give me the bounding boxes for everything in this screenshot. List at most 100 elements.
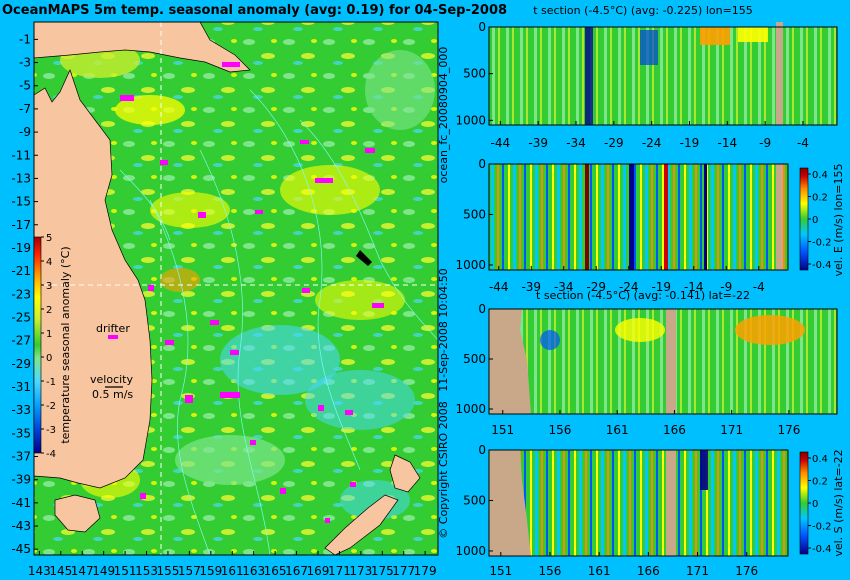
map-lat-tick-label: -35 [11, 426, 31, 440]
figure-title: OceanMAPS 5m temp. seasonal anomaly (avg… [2, 3, 507, 18]
section-4-colorbar [799, 451, 809, 555]
section-x-tick-label: 176 [777, 423, 800, 437]
map-lat-tick-label: -45 [11, 542, 31, 556]
map-lat-tick-label: -31 [11, 380, 31, 394]
section-x-tick-label: 151 [489, 564, 512, 578]
vel-colorbar-tick-label: -0.2 [812, 238, 832, 249]
map-lat-tick-label: -19 [11, 241, 31, 255]
anomaly-colorbar-tick-label: 5 [46, 233, 52, 244]
section-panel-4: 151 156 161 166 171 176 0 500 1000 0.4 0.2 0 -0.2 -0… [455, 443, 845, 578]
section-x-tick-label: -19 [680, 136, 700, 150]
map-lat-tick-label: -43 [11, 519, 31, 533]
bathymetry-contours [119, 89, 439, 556]
map-lon-tick-label: 157 [178, 564, 201, 578]
vel-colorbar-tick-label: -0.2 [812, 522, 832, 533]
section-x-tick-label: -29 [604, 136, 624, 150]
section-panel-1: t section (-4.5°C) (avg: -0.225) lon=155… [455, 4, 838, 150]
map-lat-tick-label: -17 [11, 218, 31, 232]
section-2-frame [488, 163, 789, 271]
section-x-tick-label: 161 [588, 564, 611, 578]
anomaly-colorbar: 5 4 3 2 1 0 -1 -2 -3 -4 temperature seasonal anom… [33, 233, 72, 460]
anomaly-colorbar-ticks: 5 4 3 2 1 0 -1 -2 -3 -4 [41, 233, 56, 460]
anomaly-colorbar-gradient [33, 236, 42, 454]
map-lat-tick-label: -13 [11, 171, 31, 185]
map-lon-tick-label: 151 [114, 564, 137, 578]
map-lon-tick-label: 147 [71, 564, 94, 578]
section-x-tick-label: -9 [720, 280, 732, 294]
map-lat-tick-label: -41 [11, 496, 31, 510]
anomaly-colorbar-label: temperature seasonal anomaly (°C) [59, 246, 72, 443]
section-x-tick-label: 166 [663, 423, 686, 437]
velocity-legend-label: velocity [90, 373, 133, 386]
map-lon-tick-label: 173 [349, 564, 372, 578]
velocity-legend-value: 0.5 m/s [92, 388, 133, 401]
section-depth-tick-label: 1000 [455, 402, 486, 416]
section-x-tick-label: -14 [717, 136, 737, 150]
map-lat-tick-label: -25 [11, 310, 31, 324]
section-x-tick-label: -29 [586, 280, 606, 294]
section-x-tick-label: -44 [491, 136, 511, 150]
map-lon-axis: 1431451471491511531551571591611631651671… [28, 551, 437, 578]
section-x-tick-label: -39 [528, 136, 548, 150]
section-x-tick-label: 151 [491, 423, 514, 437]
section-x-tick-label: 176 [735, 564, 758, 578]
section-depth-tick-label: 500 [463, 493, 486, 507]
section-x-tick-label: -24 [642, 136, 662, 150]
drifter-legend-label: drifter [96, 322, 130, 335]
section-3-frame [488, 308, 838, 415]
valid-time-label: 11-Sep-2008 10:04:50 [437, 268, 450, 392]
section-1-field [489, 27, 837, 125]
drifter-legend-swatch [108, 335, 118, 339]
map-lat-tick-label: -21 [11, 264, 31, 278]
map-lat-tick-label: -37 [11, 450, 31, 464]
vel-colorbar-tick-label: 0.4 [812, 170, 828, 181]
map-lon-tick-label: 145 [49, 564, 72, 578]
anomaly-colorbar-tick-label: 0 [46, 353, 52, 364]
vel-colorbar-tick-label: 0.2 [812, 477, 828, 488]
section-1-frame [488, 26, 838, 126]
section-x-tick-label: -9 [759, 136, 771, 150]
map-panel: drifter velocity 0.5 m/s -1-3-5-7-9-11-1… [11, 21, 439, 578]
map-lat-tick-label: -33 [11, 403, 31, 417]
section-x-tick-label: -4 [753, 280, 765, 294]
section-3-title: t section (-4.5°C) (avg: -0.141) lat=-22 [536, 289, 750, 302]
map-lat-tick-label: -1 [19, 32, 31, 46]
map-lat-tick-label: -5 [19, 79, 31, 93]
section-x-tick-label: -4 [797, 136, 809, 150]
section-x-tick-label: -19 [651, 280, 671, 294]
section-x-tick-label: 161 [606, 423, 629, 437]
map-anomaly-patches [60, 42, 435, 520]
map-lat-tick-label: -39 [11, 473, 31, 487]
map-lat-tick-label: -23 [11, 287, 31, 301]
map-lon-tick-label: 153 [135, 564, 158, 578]
section-x-tick-label: -44 [489, 280, 509, 294]
section-depth-tick-label: 500 [463, 207, 486, 221]
anomaly-colorbar-tick-label: 1 [46, 329, 52, 340]
section-x-tick-label: 156 [539, 564, 562, 578]
section-x-tick-label: 156 [549, 423, 572, 437]
section-panel-2: -44 -39 -34 -29 -24 -19 -14 -9 -4 0 500 1000 0.4 0.2… [455, 157, 845, 294]
section-x-tick-label: 171 [686, 564, 709, 578]
map-lat-tick-label: -27 [11, 334, 31, 348]
map-lon-tick-label: 179 [414, 564, 437, 578]
map-lat-tick-label: -9 [19, 125, 31, 139]
section-x-tick-label: 166 [637, 564, 660, 578]
map-lat-axis: -1 -3 -5 -7 -9 -11 -13 -15 -17 -19 -21 -23 -25 -27 -29… [11, 32, 38, 556]
section-depth-tick-label: 1000 [455, 113, 486, 127]
section-x-tick-label: -34 [554, 280, 574, 294]
section-depth-tick-label: 0 [478, 302, 486, 316]
map-lon-tick-label: 167 [285, 564, 308, 578]
vel-colorbar-tick-label: -0.4 [812, 260, 832, 271]
section-depth-tick-label: 500 [463, 352, 486, 366]
section-4-colorbar-label: vel. S (m/s) lat=-22 [832, 449, 845, 556]
map-lon-tick-label: 143 [28, 564, 51, 578]
anomaly-colorbar-tick-label: -2 [46, 401, 56, 412]
map-lon-tick-label: 177 [392, 564, 415, 578]
run-id-label: ocean_fc_20080904_000 [437, 47, 450, 184]
copyright-label: © Copyright CSIRO 2008 [437, 401, 450, 538]
section-x-tick-label: -14 [684, 280, 704, 294]
anomaly-colorbar-tick-label: 4 [46, 257, 52, 268]
anomaly-colorbar-tick-label: -3 [46, 425, 56, 436]
map-lat-tick-label: -11 [11, 148, 31, 162]
